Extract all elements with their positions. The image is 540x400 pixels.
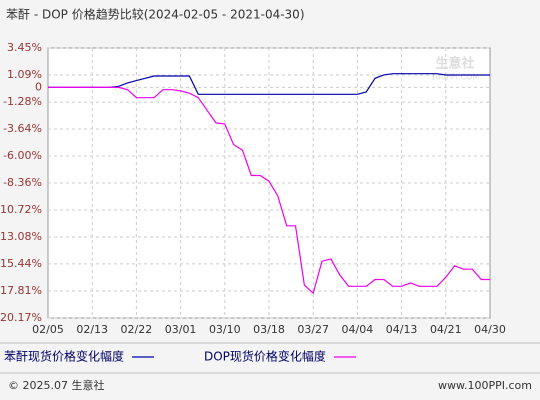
x-tick-label: 04/21 (430, 323, 462, 336)
y-tick-label: 0 (35, 80, 42, 93)
x-tick-label: 04/04 (342, 323, 374, 336)
x-tick-label: 03/27 (297, 323, 329, 336)
x-tick-label: 02/22 (121, 323, 153, 336)
x-tick-label: 02/05 (32, 323, 64, 336)
x-tick-label: 03/01 (165, 323, 197, 336)
series-line (48, 86, 490, 295)
x-tick-label: 04/13 (386, 323, 418, 336)
y-tick-label: 1.09% (7, 68, 42, 81)
y-tick-label: -6.00% (3, 149, 42, 162)
y-tick-label: -3.64% (3, 122, 42, 135)
legend-label: 苯酐现货价格变化幅度 (4, 349, 124, 364)
x-tick-label: 02/13 (76, 323, 108, 336)
series-line (48, 73, 490, 95)
y-tick-label: -1.28% (3, 95, 42, 108)
y-tick-label: -13.08% (0, 230, 42, 243)
x-tick-label: 03/10 (209, 323, 241, 336)
y-tick-label: -10.72% (0, 203, 42, 216)
footer-right: www.100PPI.com (438, 379, 532, 392)
y-tick-label: 3.45% (7, 41, 42, 54)
y-tick-label: -8.36% (3, 176, 42, 189)
chart-title: 苯酐 - DOP 价格趋势比较(2024-02-05 - 2021-04-30) (6, 7, 305, 22)
y-tick-label: -17.81% (0, 284, 42, 297)
y-tick-label: -15.44% (0, 257, 42, 270)
legend-label: DOP现货价格变化幅度 (204, 349, 326, 364)
footer-left: © 2025.07 生意社 (8, 378, 104, 392)
x-tick-label: 04/30 (474, 323, 506, 336)
watermark: 100PPI.COM (431, 73, 480, 82)
x-tick-label: 03/18 (253, 323, 285, 336)
y-tick-label: -20.17% (0, 311, 42, 324)
watermark: 生意社 (435, 56, 474, 72)
